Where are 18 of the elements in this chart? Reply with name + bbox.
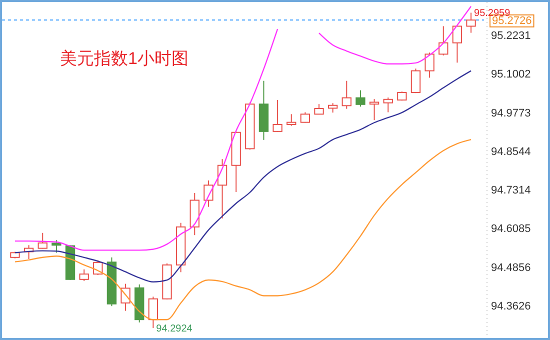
candlestick [24, 244, 34, 260]
annotation: 94.2924 [156, 323, 193, 334]
y-tick-label: 94.6085 [491, 223, 531, 236]
y-tick-label: 94.3626 [491, 300, 531, 312]
candlestick [466, 12, 476, 34]
candlestick [190, 192, 200, 236]
y-tick-label: 94.7314 [491, 184, 531, 197]
y-tick-label: 94.9773 [491, 107, 531, 120]
candlestick [217, 158, 228, 219]
text: 美元指数1小时图 [60, 49, 188, 68]
candlestick [342, 80, 352, 110]
candlestick [258, 80, 269, 140]
y-tick-label: 94.4856 [491, 262, 531, 274]
line-series [14, 70, 472, 283]
line-series [14, 139, 472, 320]
y-tick-label: 95.2231 [491, 30, 531, 42]
y-tick-label: 94.8544 [491, 146, 531, 158]
y-tick-label: 95.1002 [491, 68, 531, 81]
